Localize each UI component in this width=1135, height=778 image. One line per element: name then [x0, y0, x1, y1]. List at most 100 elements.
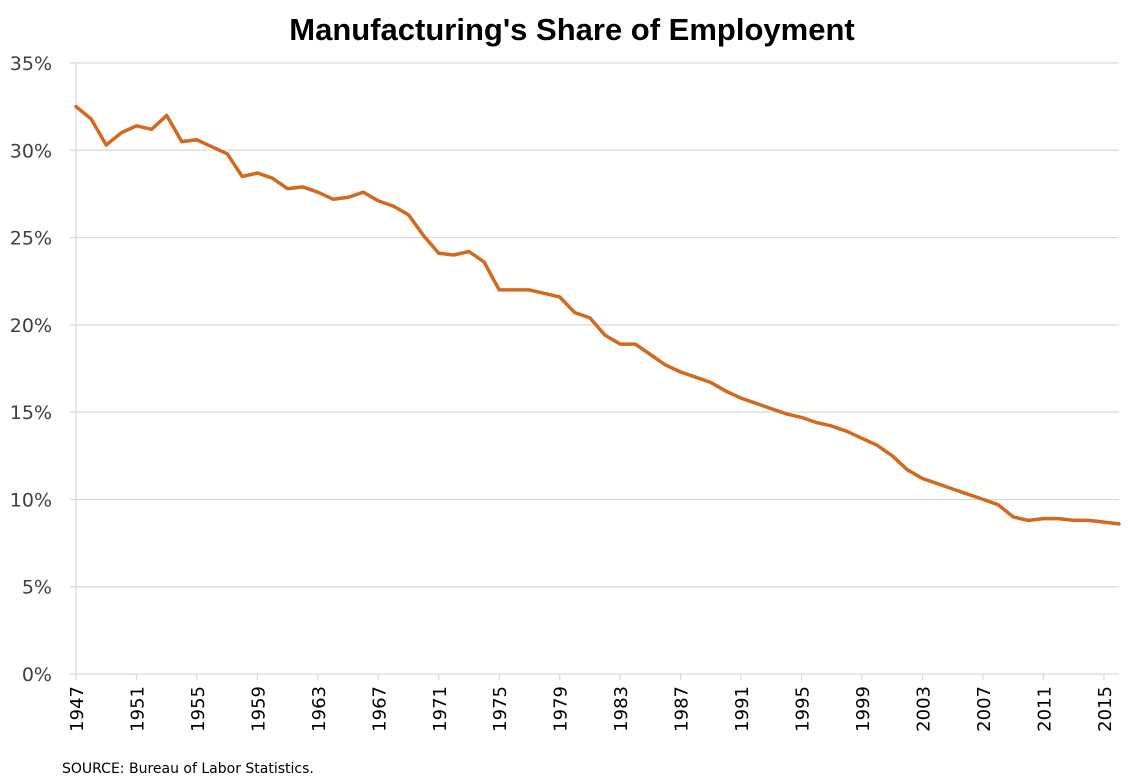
data-point [422, 234, 425, 237]
data-point [316, 191, 319, 194]
chart-title: Manufacturing's Share of Employment [289, 12, 854, 47]
data-point [165, 114, 168, 117]
data-point [331, 198, 334, 201]
data-point [513, 288, 516, 291]
data-point [604, 334, 607, 337]
data-point [800, 416, 803, 419]
data-point [180, 140, 183, 143]
data-point [921, 477, 924, 480]
x-tick-label: 1967 [369, 686, 390, 732]
data-point [452, 254, 455, 257]
data-point [543, 292, 546, 295]
data-point [483, 261, 486, 264]
data-point [1057, 517, 1060, 520]
data-point [150, 128, 153, 131]
data-point [679, 370, 682, 373]
data-point [785, 412, 788, 415]
y-tick-label: 35% [10, 53, 52, 75]
data-point [619, 343, 622, 346]
data-point [861, 437, 864, 440]
x-axis: 1947 1951 1955 1959 1963 1967 1971 1975 1979 1983… [67, 63, 1116, 732]
data-point [997, 503, 1000, 506]
data-point [830, 425, 833, 428]
data-point [740, 397, 743, 400]
data-point [211, 145, 214, 148]
x-tick-label: 1955 [188, 686, 209, 732]
y-tick-label: 25% [10, 228, 52, 250]
x-tick-label: 1991 [732, 686, 753, 732]
x-tick-label: 1971 [430, 686, 451, 732]
data-point [241, 175, 244, 178]
data-point [770, 407, 773, 410]
data-point [1118, 522, 1121, 525]
x-tick-label: 2007 [974, 686, 995, 732]
data-point [498, 288, 501, 291]
data-point [437, 252, 440, 255]
y-tick-label: 15% [10, 402, 52, 424]
data-point [528, 288, 531, 291]
data-point [845, 430, 848, 433]
data-point [1027, 519, 1030, 522]
data-point [634, 343, 637, 346]
data-point [755, 402, 758, 405]
data-point [724, 390, 727, 393]
x-tick-label: 2011 [1034, 686, 1055, 732]
data-point [1102, 521, 1105, 524]
data-point [815, 421, 818, 424]
data-point [951, 487, 954, 490]
y-axis-ticks: 0% 5% 10% 15% 20% 25% 30% 35% [10, 53, 52, 686]
x-tick-label: 1959 [248, 686, 269, 732]
data-point [1012, 515, 1015, 518]
data-point [936, 482, 939, 485]
data-point [362, 191, 365, 194]
data-point [75, 105, 78, 108]
data-point [468, 250, 471, 253]
data-point [588, 316, 591, 319]
x-tick-label: 1963 [309, 686, 330, 732]
x-tick-label: 1979 [551, 686, 572, 732]
data-point [226, 152, 229, 155]
data-point [1087, 519, 1090, 522]
data-point [120, 131, 123, 134]
data-point [981, 498, 984, 501]
data-point [876, 444, 879, 447]
series-line [74, 104, 1121, 526]
data-point [1072, 519, 1075, 522]
x-tick-label: 2015 [1095, 686, 1116, 732]
x-tick-label: 1983 [611, 686, 632, 732]
data-point [105, 144, 108, 147]
data-point [90, 117, 93, 120]
x-tick-label: 1975 [490, 686, 511, 732]
data-point [195, 138, 198, 141]
y-tick-label: 20% [10, 315, 52, 337]
x-tick-label: 1995 [793, 686, 814, 732]
data-point [649, 353, 652, 356]
data-point [966, 493, 969, 496]
data-point [558, 295, 561, 298]
series-group [74, 104, 1121, 526]
data-point [709, 381, 712, 384]
data-point [347, 196, 350, 199]
data-point [392, 205, 395, 208]
data-point [694, 376, 697, 379]
data-point [271, 177, 274, 180]
data-point [664, 364, 667, 367]
y-tick-label: 5% [22, 577, 52, 599]
data-point [407, 213, 410, 216]
y-tick-label: 30% [10, 140, 52, 162]
y-tick-label: 10% [10, 489, 52, 511]
data-point [891, 454, 894, 457]
x-tick-label: 1951 [127, 686, 148, 732]
data-point [1042, 517, 1045, 520]
data-point [377, 199, 380, 202]
data-point [573, 311, 576, 314]
data-point [286, 187, 289, 190]
data-point [301, 185, 304, 188]
x-tick-label: 1999 [853, 686, 874, 732]
data-point [135, 124, 138, 127]
x-tick-label: 1947 [67, 686, 88, 732]
data-point [906, 468, 909, 471]
data-point [256, 171, 259, 174]
x-tick-label: 1987 [672, 686, 693, 732]
